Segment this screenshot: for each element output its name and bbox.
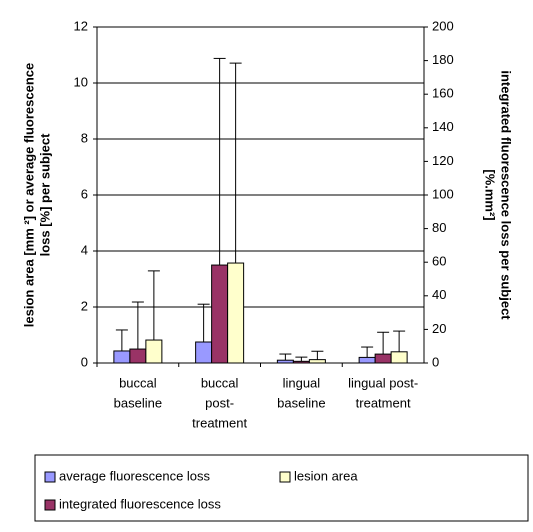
y2-axis-label: integrated fluorescence loss per subject: [499, 70, 514, 320]
y-tick-label: 8: [81, 130, 88, 145]
bar: [308, 359, 326, 364]
y2-tick-label: 120: [432, 153, 454, 168]
legend-swatch: [279, 471, 291, 483]
y2-tick-label: 200: [432, 18, 454, 33]
y2-tick-label: 180: [432, 52, 454, 67]
legend-swatch: [44, 471, 56, 483]
legend-label: lesion area: [294, 468, 358, 483]
bar: [358, 356, 376, 364]
x-tick-label: baseline: [277, 395, 325, 410]
y2-tick-label: 0: [432, 354, 439, 369]
bar: [145, 339, 163, 364]
y2-tick-label: 160: [432, 86, 454, 101]
bar: [227, 262, 245, 364]
bar: [390, 351, 408, 364]
bar: [113, 350, 131, 364]
y-tick-label: 12: [74, 18, 88, 33]
legend-box: [34, 454, 529, 522]
x-tick-label: post-: [205, 395, 234, 410]
y-tick-label: 10: [74, 74, 88, 89]
y-tick-label: 2: [81, 298, 88, 313]
y2-tick-label: 140: [432, 119, 454, 134]
y2-tick-label: 60: [432, 254, 446, 269]
legend-label: average fluorescence loss: [59, 468, 211, 483]
y-axis-label: loss [%] per subject: [37, 133, 52, 256]
y-tick-label: 6: [81, 186, 88, 201]
y2-axis-label: [%.mm²]: [483, 169, 498, 220]
x-tick-label: lingual post-: [348, 375, 418, 390]
x-tick-label: baseline: [114, 395, 162, 410]
x-tick-label: buccal: [119, 375, 157, 390]
bar: [195, 341, 213, 364]
y2-tick-label: 80: [432, 220, 446, 235]
bar: [211, 264, 229, 364]
x-tick-label: treatment: [192, 415, 247, 430]
y2-tick-label: 20: [432, 321, 446, 336]
y-axis-label: lesion area [mm ²] or average fluorescen…: [21, 63, 36, 327]
bar: [129, 348, 147, 364]
y-tick-label: 0: [81, 354, 88, 369]
bar: [292, 360, 310, 364]
x-tick-label: lingual: [283, 375, 321, 390]
x-tick-label: treatment: [356, 395, 411, 410]
x-tick-label: buccal: [201, 375, 239, 390]
bar: [276, 359, 294, 364]
y2-tick-label: 40: [432, 287, 446, 302]
legend-swatch: [44, 499, 56, 511]
y2-tick-label: 100: [432, 186, 454, 201]
bar: [374, 353, 392, 364]
y-tick-label: 4: [81, 242, 88, 257]
legend-label: integrated fluorescence loss: [59, 496, 221, 511]
